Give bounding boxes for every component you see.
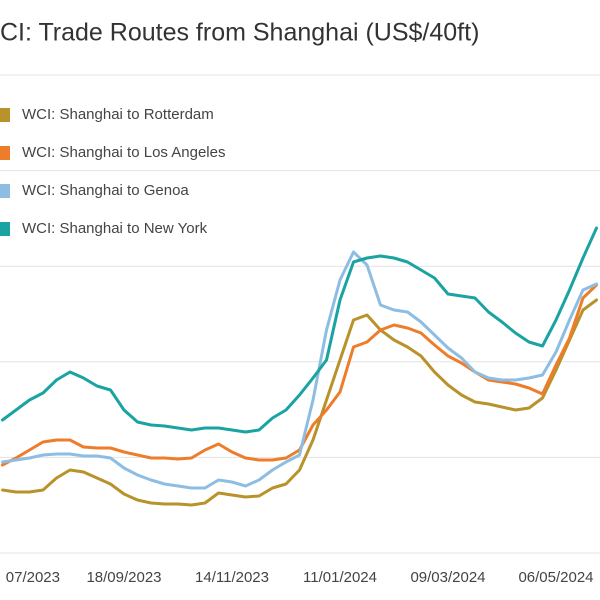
x-tick-label: 07/2023 — [6, 569, 60, 586]
series-line — [1, 298, 598, 507]
legend-label: WCI: Shanghai to Rotterdam — [22, 106, 214, 123]
legend: WCI: Shanghai to Rotterdam WCI: Shanghai … — [0, 106, 225, 237]
legend-swatch — [0, 146, 10, 160]
legend-swatch — [0, 222, 10, 236]
x-tick-label: 18/09/2023 — [86, 569, 161, 586]
series-line — [1, 283, 598, 467]
legend-label: WCI: Shanghai to Los Angeles — [22, 144, 225, 161]
legend-label: WCI: Shanghai to Genoa — [22, 182, 189, 199]
legend-label: WCI: Shanghai to New York — [22, 220, 208, 237]
x-tick-label: 11/01/2024 — [303, 569, 377, 586]
x-tick-label: 14/11/2023 — [195, 569, 269, 586]
chart-title: CI: Trade Routes from Shanghai (US$/40ft… — [0, 19, 479, 47]
x-tick-label: 06/05/2024 — [518, 569, 593, 586]
legend-swatch — [0, 184, 10, 198]
series-line — [1, 226, 598, 434]
legend-swatch — [0, 108, 10, 122]
series-line — [1, 250, 598, 490]
x-tick-label: 09/03/2024 — [410, 569, 485, 586]
